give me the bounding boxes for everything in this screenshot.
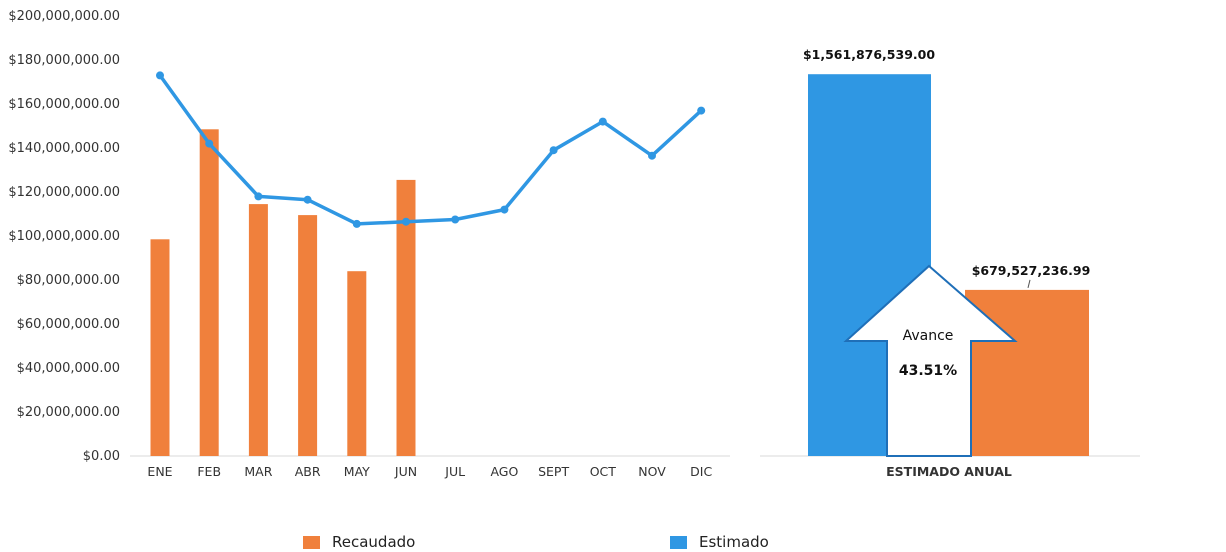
point-estimado [352, 219, 361, 228]
x-tick-label: FEB [197, 464, 221, 479]
point-estimado [156, 71, 164, 80]
point-estimado [500, 205, 509, 214]
point-estimado [451, 215, 460, 224]
y-tick-label: $0.00 [83, 449, 120, 464]
x-tick-label: ENE [147, 464, 172, 479]
bar-recaudado [298, 215, 318, 456]
legend-swatch-estimado [670, 535, 687, 549]
point-estimado [648, 151, 656, 160]
y-tick-label: $40,000,000.00 [17, 361, 120, 376]
y-tick-label: $60,000,000.00 [17, 317, 120, 332]
y-tick-label: $120,000,000.00 [8, 185, 120, 200]
legend-label-recaudado: Recaudado [332, 533, 416, 551]
point-estimado [697, 106, 706, 115]
annual-chart: $1,561,876,539.00 $679,527,236.99 ESTIMADO… [760, 47, 1140, 479]
x-tick-label: OCT [590, 464, 617, 479]
legend-item-recaudado: Recaudado [303, 533, 415, 551]
x-tick-label: NOV [638, 464, 666, 479]
point-estimado [598, 117, 607, 126]
y-tick-label: $200,000,000.00 [8, 9, 120, 24]
y-tick-label: $160,000,000.00 [8, 97, 120, 112]
bar-recaudado [150, 239, 170, 456]
x-tick-label: MAR [244, 464, 272, 479]
x-tick-label: SEPT [538, 464, 569, 479]
monthly-chart: $0.00 $20,000,000.00 $40,000,000.00 $60,000… [8, 9, 730, 479]
x-tick-label: JUL [444, 464, 465, 479]
annual-category-label: ESTIMADO ANUAL [886, 464, 1012, 479]
x-tick-label: MAY [344, 464, 370, 479]
y-tick-label: $80,000,000.00 [17, 273, 120, 288]
y-tick-label: $20,000,000.00 [17, 405, 120, 420]
chart-canvas: $0.00 $20,000,000.00 $40,000,000.00 $60,000… [8, 9, 1140, 479]
line-estimado [158, 73, 703, 226]
point-estimado [205, 139, 214, 148]
value-label-estimado: $1,561,876,539.00 [803, 47, 935, 62]
bar-recaudado [199, 129, 219, 457]
y-tick-label: $140,000,000.00 [8, 141, 120, 156]
avance-title: Avance [903, 328, 954, 344]
x-tick-label: JUN [394, 464, 417, 479]
bar-recaudado [248, 204, 268, 456]
x-tick-label: ABR [295, 464, 321, 479]
point-estimado [303, 195, 312, 204]
legend-swatch-recaudado [303, 535, 320, 549]
value-label-leader [1027, 279, 1031, 289]
y-tick-label: $100,000,000.00 [8, 229, 120, 244]
avance-value: 43.51% [899, 363, 957, 379]
value-label-recaudado: $679,527,236.99 [972, 263, 1091, 278]
point-estimado [549, 146, 558, 155]
bar-recaudado [347, 271, 367, 456]
legend-item-estimado: Estimado [670, 533, 769, 551]
x-tick-label: DIC [690, 464, 712, 479]
x-tick-label: AGO [490, 464, 518, 479]
bar-recaudado [396, 179, 416, 456]
avance-arrow [843, 264, 1018, 457]
legend-label-estimado: Estimado [699, 533, 769, 551]
point-estimado [402, 217, 410, 226]
point-estimado [254, 192, 263, 201]
y-tick-label: $180,000,000.00 [8, 53, 120, 68]
